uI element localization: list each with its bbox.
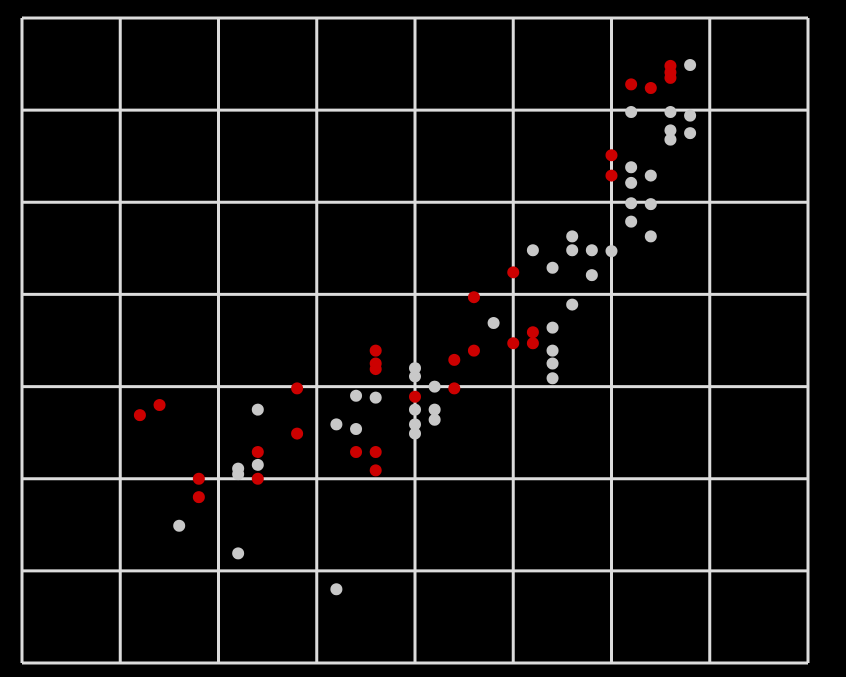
point: [546, 321, 559, 334]
point: [585, 244, 598, 257]
point: [664, 124, 677, 137]
point: [605, 149, 618, 162]
point: [684, 127, 697, 140]
point: [664, 133, 677, 146]
point: [644, 169, 657, 182]
point: [546, 261, 559, 274]
point: [369, 445, 382, 458]
point: [487, 316, 500, 329]
point: [409, 390, 421, 403]
point: [448, 382, 461, 395]
point: [664, 71, 677, 84]
point: [330, 583, 343, 596]
point: [330, 418, 343, 431]
point: [153, 399, 166, 411]
point: [644, 230, 657, 243]
point: [192, 472, 205, 485]
point: [625, 78, 638, 91]
point: [546, 344, 559, 357]
point: [251, 403, 264, 416]
point: [625, 105, 638, 118]
point: [232, 468, 245, 481]
point: [251, 472, 264, 485]
point: [251, 458, 264, 471]
point: [350, 445, 363, 458]
point: [409, 418, 421, 431]
point: [409, 362, 421, 375]
point: [291, 382, 304, 395]
point: [409, 370, 421, 383]
point: [625, 161, 638, 174]
point: [409, 427, 421, 440]
point: [566, 244, 579, 257]
point: [173, 519, 186, 532]
point: [625, 176, 638, 189]
point: [507, 337, 520, 350]
point: [369, 363, 382, 376]
point: [369, 391, 382, 404]
point: [546, 372, 559, 385]
point: [428, 380, 441, 393]
point: [467, 291, 480, 304]
point: [350, 389, 363, 402]
point: [467, 344, 480, 357]
point: [291, 427, 304, 440]
point: [448, 353, 461, 366]
point: [684, 58, 697, 71]
point: [428, 413, 441, 426]
point: [625, 215, 638, 228]
point: [133, 409, 146, 422]
point: [644, 82, 657, 95]
point: [428, 403, 441, 416]
point: [566, 298, 579, 311]
point: [684, 109, 697, 122]
point: [526, 244, 539, 257]
point: [251, 445, 264, 458]
point: [232, 547, 245, 560]
point: [350, 422, 363, 435]
point: [664, 105, 677, 118]
point: [409, 403, 421, 416]
point: [566, 230, 579, 243]
point: [507, 266, 520, 279]
point: [605, 245, 618, 258]
point: [644, 198, 657, 211]
point: [605, 169, 618, 182]
point: [369, 344, 382, 357]
point: [192, 491, 205, 504]
point: [526, 337, 539, 350]
point: [369, 464, 382, 477]
point: [526, 326, 539, 339]
point: [546, 357, 559, 370]
point: [625, 197, 638, 210]
point: [585, 269, 598, 282]
